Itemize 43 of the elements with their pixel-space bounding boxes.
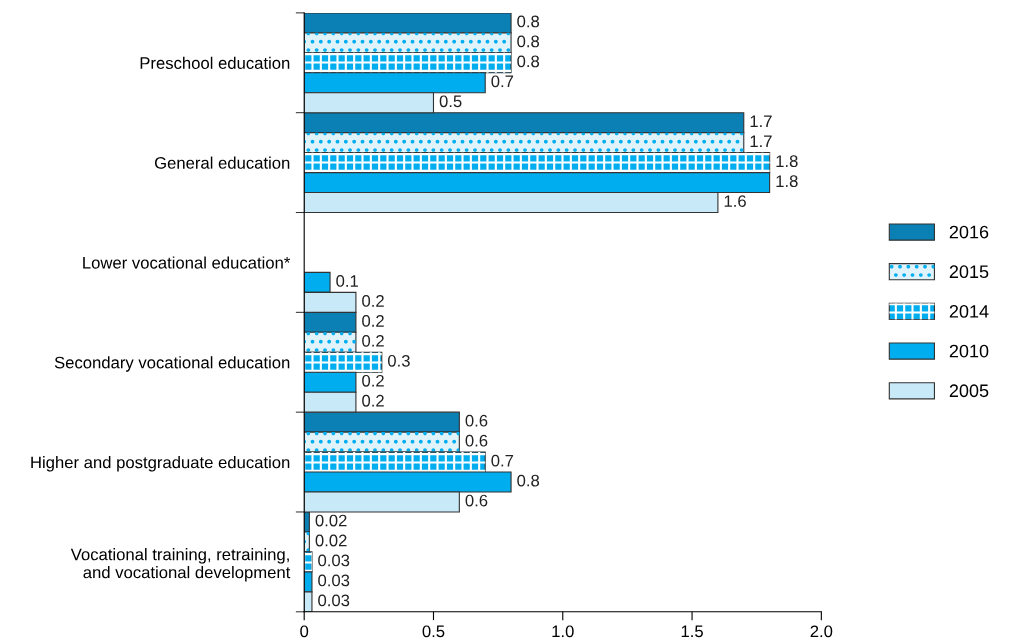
data-label: 0.02 [315, 514, 347, 527]
data-label: 0.2 [362, 374, 384, 387]
data-label: 1.6 [724, 195, 746, 208]
legend-label: 2014 [949, 304, 989, 318]
data-label: 0.1 [336, 275, 358, 287]
data-label: 0.8 [517, 55, 540, 68]
data-label: 0.6 [465, 494, 488, 507]
y-tick-label: Lower vocational education* [83, 256, 291, 269]
y-tick-label: Secondary vocational education [54, 356, 290, 372]
x-tick-label: 0 [300, 625, 309, 638]
data-label: 0.6 [465, 434, 488, 447]
data-label: 1.7 [750, 135, 772, 147]
legend-label: 2005 [949, 384, 989, 398]
data-label: 0.2 [362, 334, 384, 347]
data-label: 0.7 [491, 454, 514, 467]
legend-label: 2016 [949, 225, 989, 239]
legend-label: 2010 [949, 344, 989, 358]
data-label: 0.2 [362, 295, 384, 307]
data-label: 0.2 [362, 394, 384, 407]
data-label: 0.03 [318, 574, 350, 587]
data-label: 0.03 [318, 594, 350, 607]
data-label: 0.2 [362, 314, 384, 327]
x-tick-label: 1.5 [681, 625, 703, 638]
data-label: 1.8 [776, 155, 798, 168]
x-tick-label: 0.5 [422, 625, 445, 638]
data-label: 0.03 [318, 554, 350, 567]
data-label: 0.6 [465, 414, 488, 427]
data-label: 0.8 [517, 15, 540, 28]
x-tick-label: 1.0 [552, 625, 574, 638]
data-label: 0.3 [387, 354, 410, 367]
y-tick-label: Higher and postgraduate education [31, 456, 290, 472]
data-label: 0.5 [439, 95, 462, 108]
data-label: 0.8 [517, 35, 540, 48]
data-label: 0.02 [315, 534, 347, 547]
y-tick-label: Preschool education [140, 56, 290, 69]
x-tick-label: 2.0 [810, 625, 833, 638]
y-tick-label: Vocational training, retraining, and vocational development [70, 548, 291, 582]
data-label: 0.8 [517, 474, 540, 487]
data-label: 0.7 [491, 75, 514, 88]
legend-label: 2015 [949, 265, 989, 279]
data-label: 1.8 [776, 175, 798, 188]
data-label: 1.7 [750, 115, 772, 127]
y-tick-label: General education [154, 156, 290, 169]
